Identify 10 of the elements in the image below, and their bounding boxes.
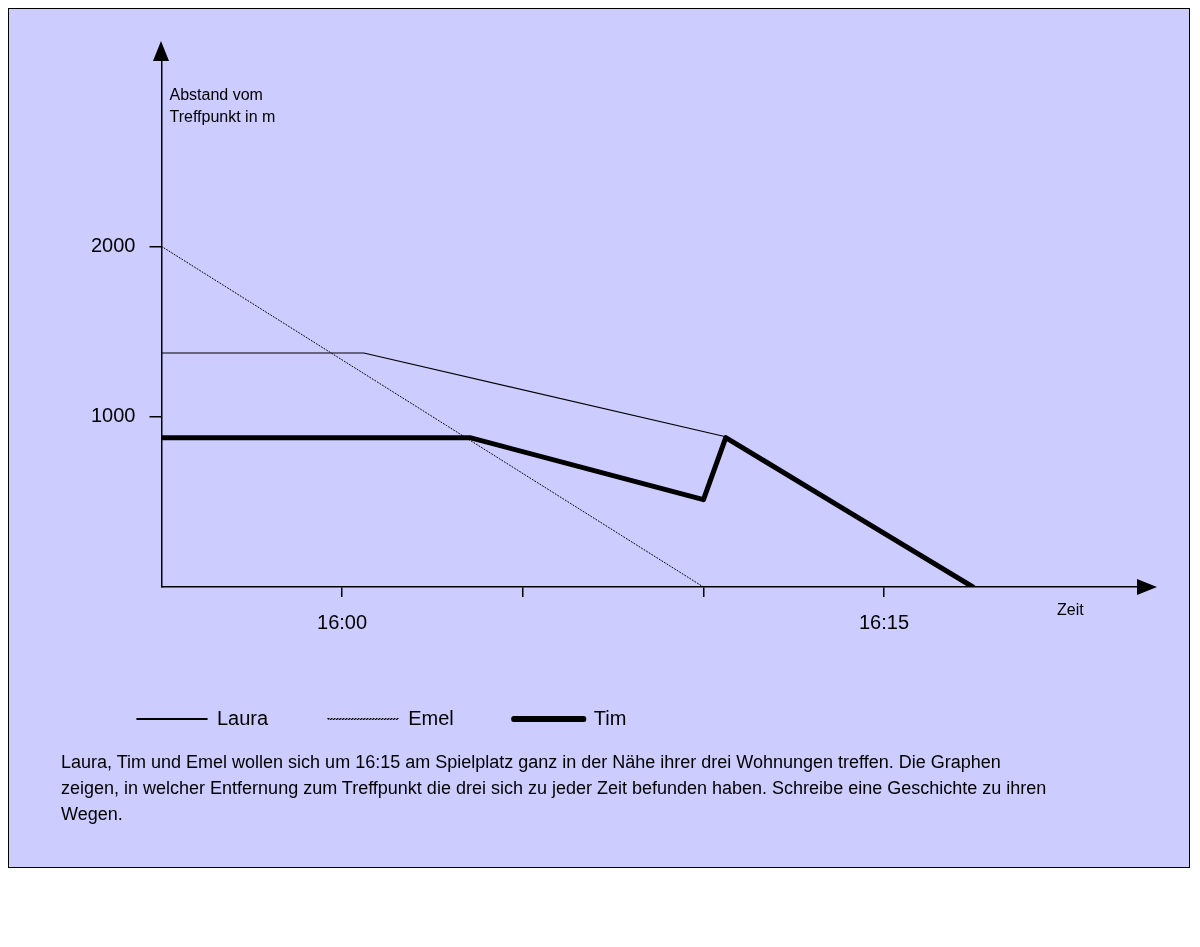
x-axis-title: Zeit xyxy=(1057,601,1084,619)
x-tick-label: 16:00 xyxy=(317,610,368,633)
text: Laura, Tim und Emel wollen sich um 16:15 am Spielplatz ganz in der Nähe ihrer drei Wohnungen treffen. Die Graphen zeigen, in welcher Entfernung zum Treffpunkt die drei sich zu jeder Zeit befunden haben. Schreibe eine Geschichte zu ihren Wegen. xyxy=(61,751,1048,826)
legend-label: Tim xyxy=(593,706,627,729)
legend-label: Emel xyxy=(408,706,454,729)
x-tick-label: 16:15 xyxy=(858,610,910,633)
y-tick-label: 2000 xyxy=(90,233,136,256)
legend-label: Laura xyxy=(217,706,270,729)
y-axis-title: Abstand vom Treffpunkt in m xyxy=(169,84,285,128)
y-tick-label: 1000 xyxy=(90,404,136,427)
